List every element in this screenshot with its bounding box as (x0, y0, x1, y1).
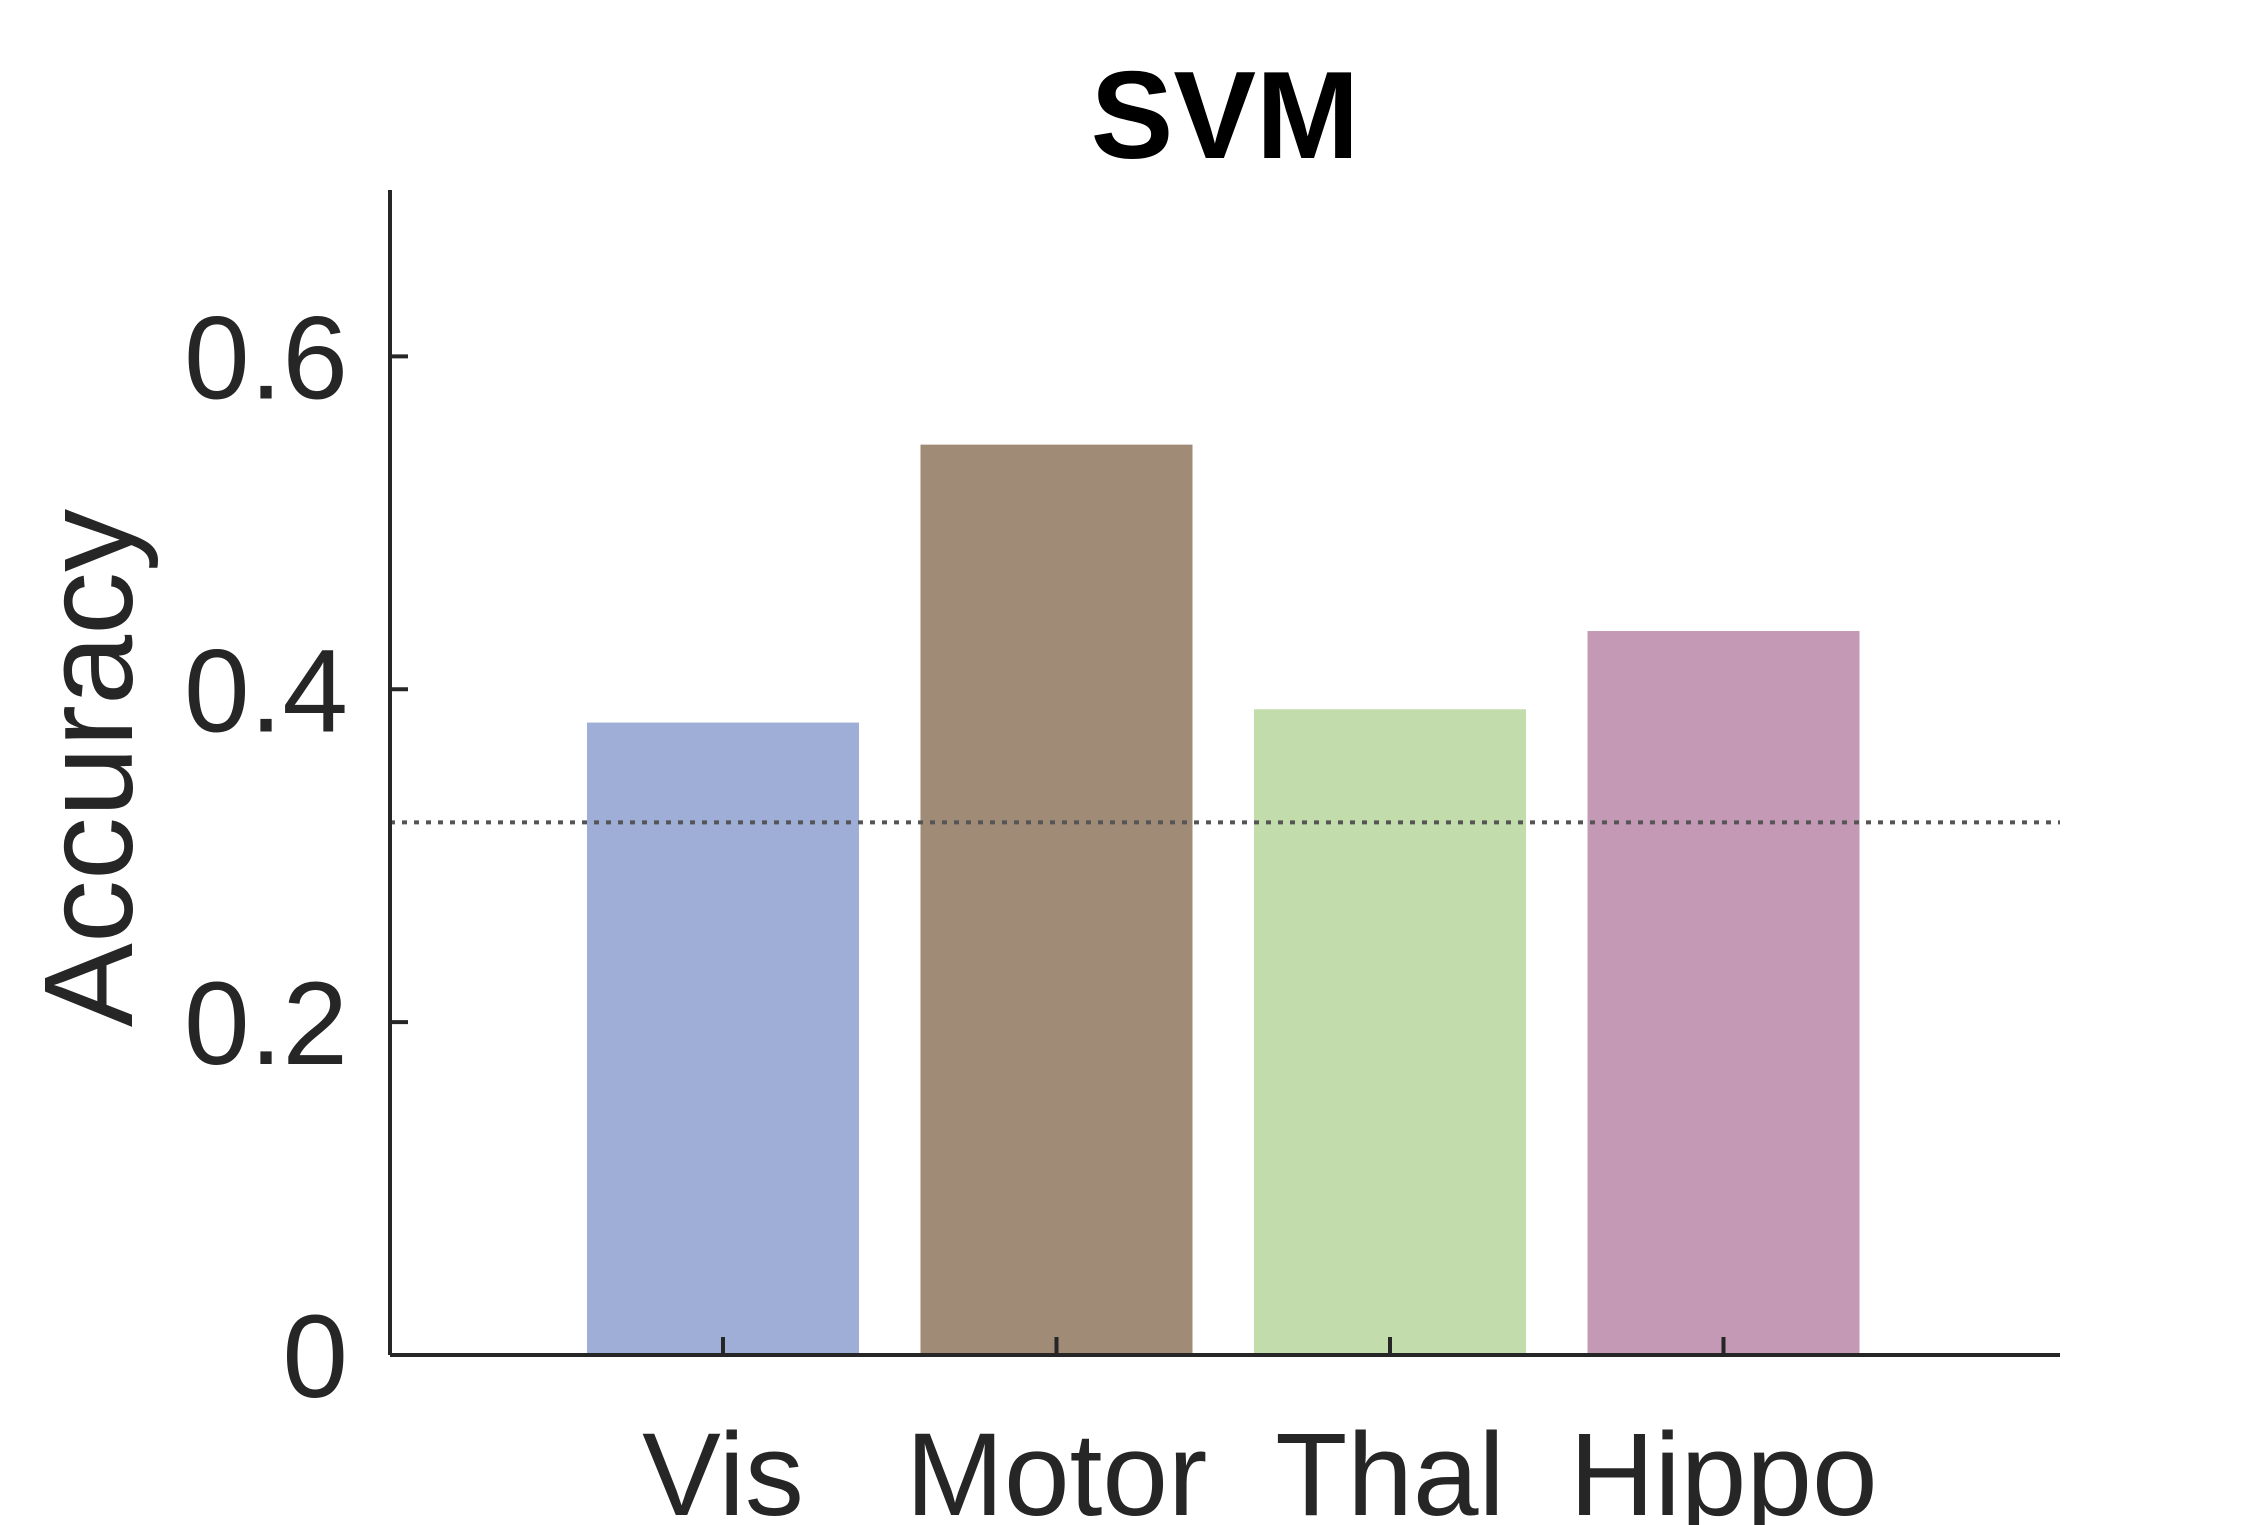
x-tick-label-thal: Thal (1275, 1409, 1505, 1525)
bar-motor (920, 444, 1193, 1355)
axes-group (388, 190, 2060, 1357)
chart-title: SVM (1091, 47, 1360, 185)
x-tick-label-hippo: Hippo (1569, 1409, 1877, 1525)
y-axis-label: Accuracy (18, 509, 159, 1027)
bars-group (587, 444, 1860, 1355)
x-ticks-group: Vis Motor Thal Hippo (642, 1337, 1878, 1525)
bar-thal (1254, 709, 1526, 1355)
bar-vis (587, 722, 859, 1355)
x-tick-label-motor: Motor (906, 1409, 1208, 1525)
y-tick-label-1: 0.2 (184, 958, 348, 1090)
y-tick-label-0: 0 (282, 1291, 348, 1423)
y-tick-label-3: 0.6 (184, 292, 348, 424)
y-tick-label-2: 0.4 (184, 625, 348, 757)
y-ticks-group: 0 0.2 0.4 0.6 (184, 292, 408, 1423)
bar-hippo (1587, 631, 1860, 1355)
x-tick-label-vis: Vis (642, 1409, 804, 1525)
